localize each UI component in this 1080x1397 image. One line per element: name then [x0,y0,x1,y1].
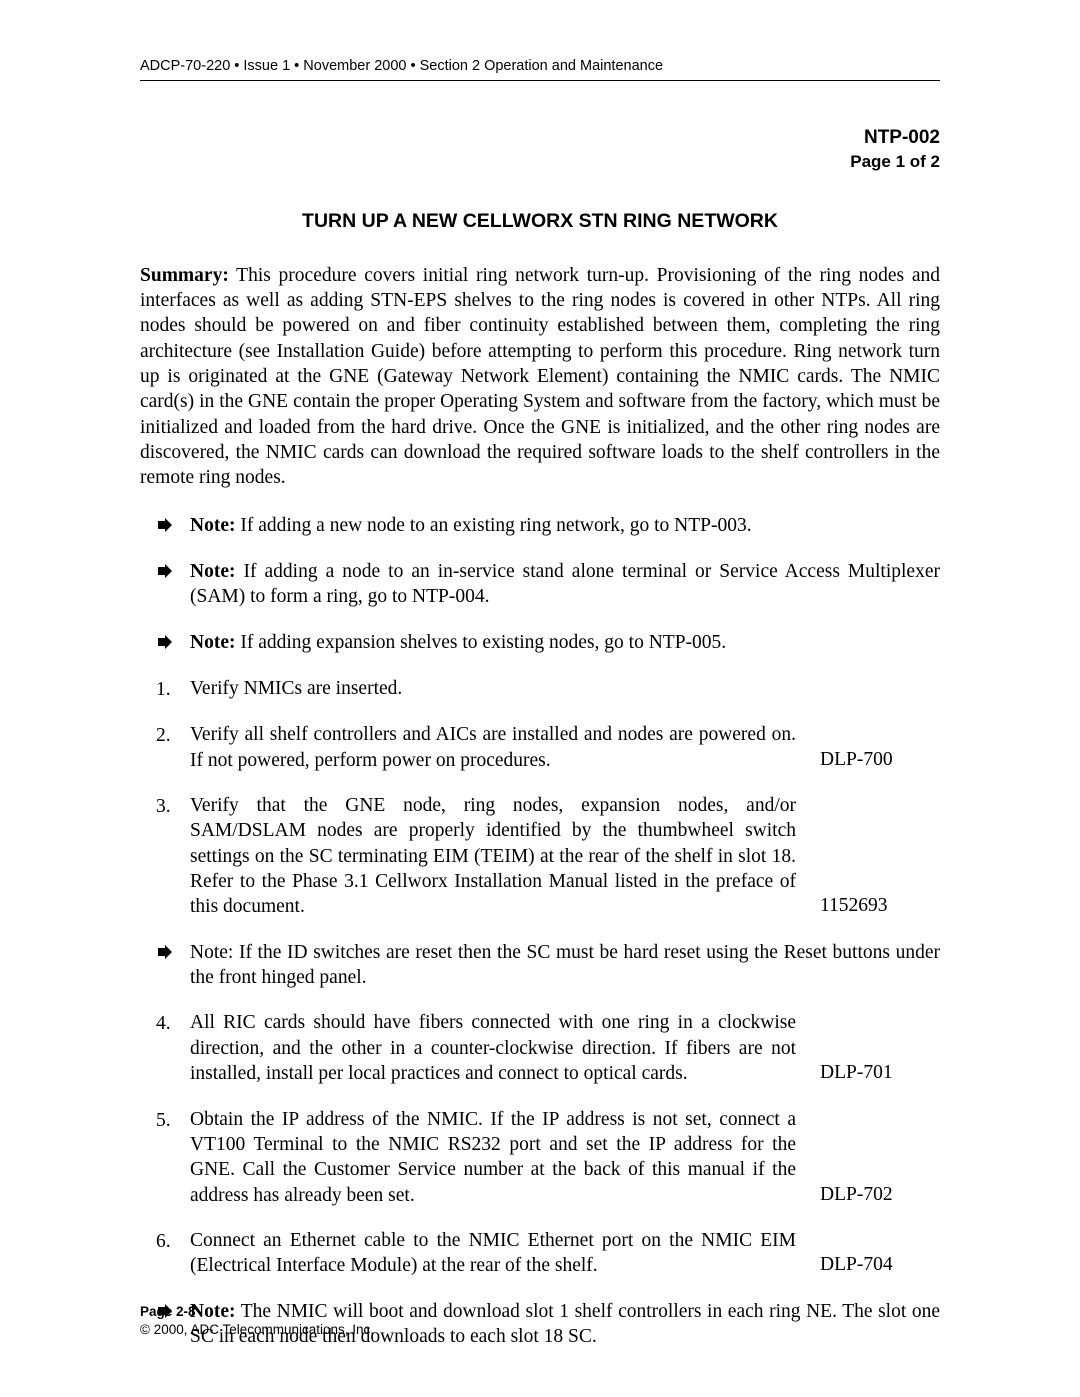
page-footer: Page 2-8 © 2000, ADC Telecommunications,… [140,1303,374,1339]
step-text: Connect an Ethernet cable to the NMIC Et… [190,1228,796,1279]
step-ref: 1152693 [820,893,940,919]
footer-copyright: © 2000, ADC Telecommunications, Inc. [140,1321,374,1339]
step-ref: DLP-700 [820,747,940,773]
footer-page: Page 2-8 [140,1303,374,1321]
summary-paragraph: Summary: This procedure covers initial r… [140,263,940,491]
arrow-icon [140,559,190,585]
document-page-range: Page 1 of 2 [140,151,940,174]
document-header: ADCP-70-220 • Issue 1 • November 2000 • … [140,58,940,81]
note-item: Note: If adding expansion shelves to exi… [140,630,940,656]
step-ref: DLP-702 [820,1182,940,1208]
note-body: Note: If adding a node to an in-service … [190,559,940,610]
step-body: Obtain the IP address of the NMIC. If th… [190,1107,940,1208]
step-number: 2. [140,722,190,748]
arrow-icon [140,513,190,539]
note-body: Note: If adding expansion shelves to exi… [190,630,940,655]
note-item: Note: If the ID switches are reset then … [140,940,940,991]
step-text: Verify that the GNE node, ring nodes, ex… [190,793,796,920]
step-ref: DLP-704 [820,1252,940,1278]
summary-label: Summary: [140,265,229,286]
step-number: 5. [140,1107,190,1133]
step-item: 5. Obtain the IP address of the NMIC. If… [140,1107,940,1208]
step-body: Verify all shelf controllers and AICs ar… [190,722,940,773]
step-item: 1. Verify NMICs are inserted. [140,676,940,702]
note-label: Note: [190,561,235,582]
page-title: TURN UP A NEW CELLWORX STN RING NETWORK [140,210,940,233]
summary-text: This procedure covers initial ring netwo… [140,265,940,489]
note-item: Note: If adding a node to an in-service … [140,559,940,610]
arrow-icon [140,940,190,966]
arrow-icon [140,630,190,656]
step-text: Verify NMICs are inserted. [190,678,402,699]
step-ref: DLP-701 [820,1060,940,1086]
step-number: 4. [140,1010,190,1036]
step-body: Verify that the GNE node, ring nodes, ex… [190,793,940,920]
note-label: Note: [190,515,235,536]
note-body: Note: If adding a new node to an existin… [190,513,940,538]
note-text: If adding expansion shelves to existing … [235,632,726,653]
document-id: NTP-002 [140,125,940,151]
step-text: Verify all shelf controllers and AICs ar… [190,722,796,773]
step-item: 4. All RIC cards should have fibers conn… [140,1010,940,1086]
step-body: Connect an Ethernet cable to the NMIC Et… [190,1228,940,1279]
step-item: 6. Connect an Ethernet cable to the NMIC… [140,1228,940,1279]
step-item: 3. Verify that the GNE node, ring nodes,… [140,793,940,920]
document-id-block: NTP-002 Page 1 of 2 [140,125,940,174]
note-text: If adding a new node to an existing ring… [235,515,751,536]
note-item: Note: If adding a new node to an existin… [140,513,940,539]
step-body: Verify NMICs are inserted. [190,676,940,701]
step-number: 1. [140,676,190,702]
step-item: 2. Verify all shelf controllers and AICs… [140,722,940,773]
note-body: Note: If the ID switches are reset then … [190,940,940,991]
step-text: Obtain the IP address of the NMIC. If th… [190,1107,796,1208]
step-body: All RIC cards should have fibers connect… [190,1010,940,1086]
step-number: 6. [140,1228,190,1254]
step-number: 3. [140,793,190,819]
step-text: All RIC cards should have fibers connect… [190,1010,796,1086]
note-text: Note: If the ID switches are reset then … [190,942,940,988]
note-text: If adding a node to an in-service stand … [190,561,940,607]
note-label: Note: [190,632,235,653]
